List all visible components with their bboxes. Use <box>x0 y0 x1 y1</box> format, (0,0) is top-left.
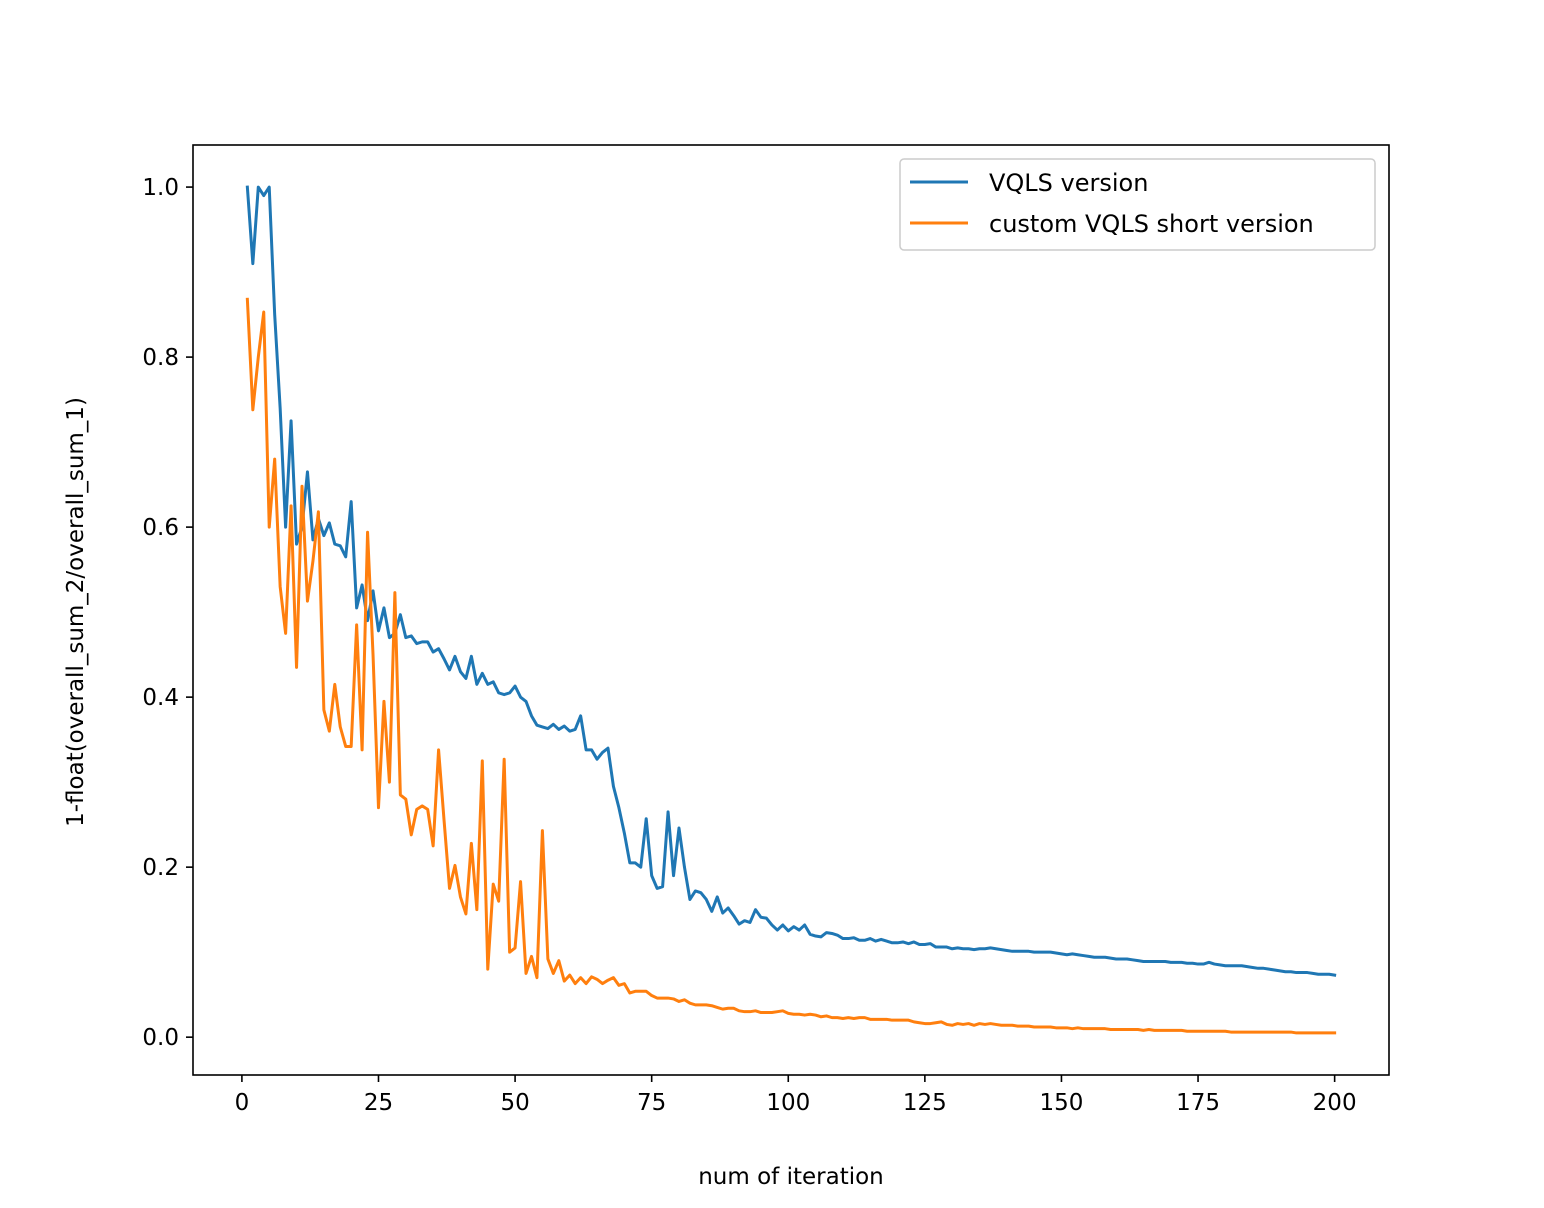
series-line-vqls-version <box>245 185 1337 977</box>
x-tick-label: 175 <box>1176 1090 1220 1116</box>
x-tick-label: 25 <box>364 1090 393 1116</box>
x-tick-label: 75 <box>637 1090 666 1116</box>
y-axis-label: 1-float(overall_sum_2/overall_sum_1) <box>63 397 89 827</box>
series-line-custom-vqls-short-version <box>245 297 1337 1035</box>
legend-label-vqls-version: VQLS version <box>989 169 1148 197</box>
y-tick-label: 0.8 <box>142 345 179 371</box>
x-axis-label: num of iteration <box>698 1164 884 1190</box>
y-tick-label: 0.2 <box>142 855 179 881</box>
legend-label-custom-vqls-short-version: custom VQLS short version <box>989 210 1314 238</box>
y-axis-ticks: 0.0 0.2 0.4 0.6 0.8 1.0 <box>142 175 193 1051</box>
x-tick-label: 50 <box>500 1090 529 1116</box>
y-tick-label: 1.0 <box>142 175 179 201</box>
x-tick-label: 150 <box>1039 1090 1083 1116</box>
x-axis-ticks: 0 25 50 75 100 125 150 175 200 <box>235 1075 1357 1116</box>
x-tick-label: 125 <box>903 1090 947 1116</box>
legend-box <box>899 158 1376 251</box>
legend: VQLS version custom VQLS short version <box>899 158 1376 251</box>
x-tick-label: 200 <box>1313 1090 1357 1116</box>
y-tick-label: 0.6 <box>142 515 179 541</box>
series-layer <box>245 185 1337 1035</box>
y-tick-label: 0.0 <box>142 1025 179 1051</box>
x-tick-label: 0 <box>235 1090 250 1116</box>
x-tick-label: 100 <box>766 1090 810 1116</box>
y-tick-label: 0.4 <box>142 685 179 711</box>
plot-area-frame <box>192 144 1390 1076</box>
